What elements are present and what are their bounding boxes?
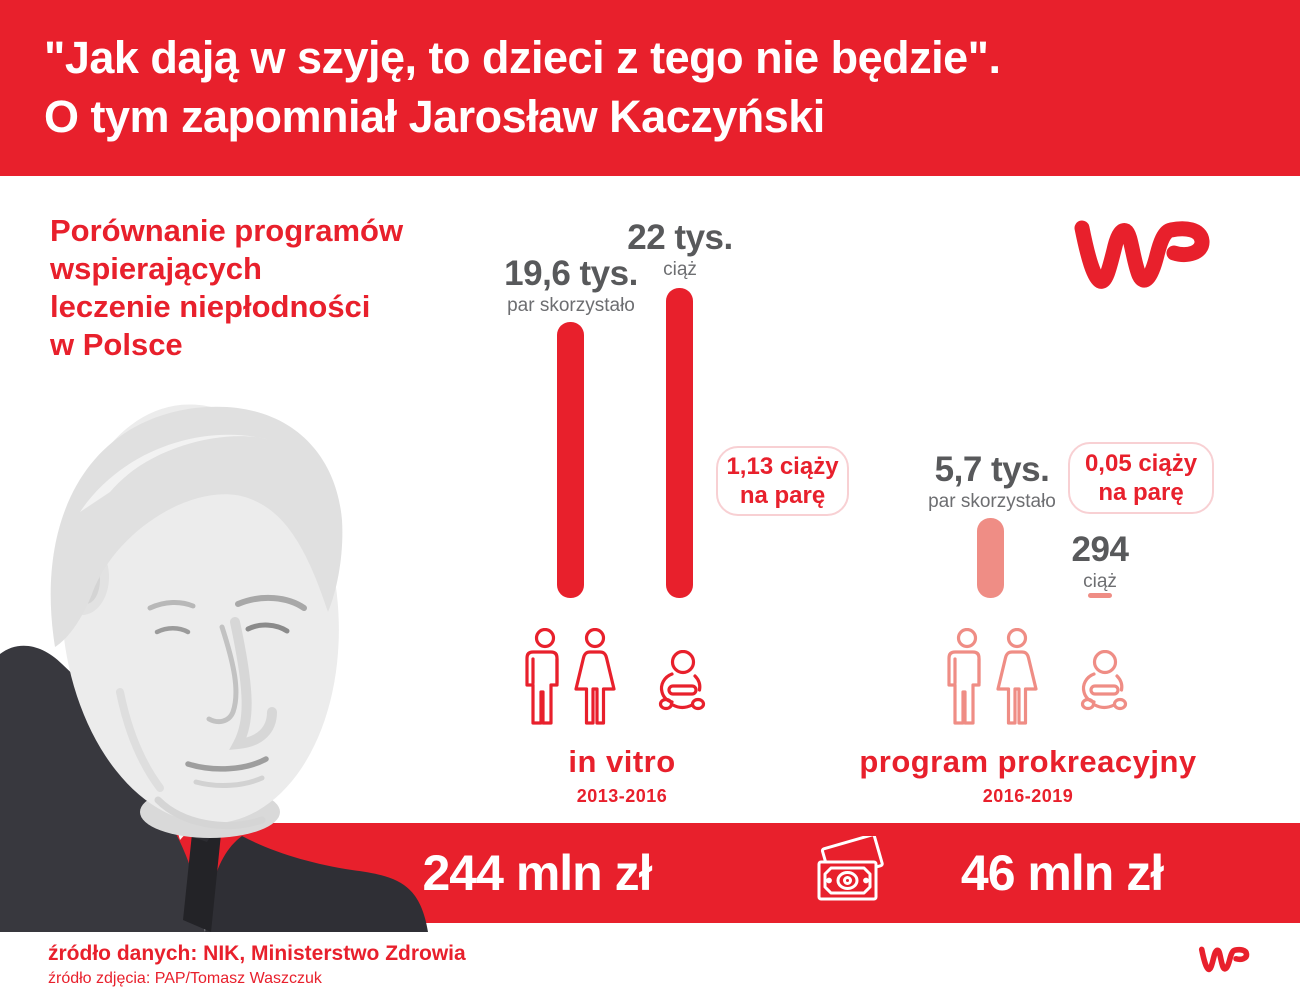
invitro-pregnancies-value: 22 tys. bbox=[627, 218, 733, 257]
invitro-ratio-line1: 1,13 ciąży bbox=[726, 453, 839, 480]
program-name: program prokreacyjny bbox=[859, 744, 1197, 779]
invitro-pregnancies-label: ciąż bbox=[663, 259, 697, 280]
invitro-funding: 244 mln zł bbox=[422, 845, 653, 901]
invitro-couples-label: par skorzystało bbox=[507, 295, 635, 316]
invitro-period: 2013-2016 bbox=[576, 786, 668, 806]
program-pregnancies-measure: 294 ciąż bbox=[1000, 530, 1200, 593]
headline-line1: "Jak dają w szyję, to dzieci z tego nie … bbox=[44, 32, 1001, 83]
program-pregnancies-label: ciąż bbox=[1083, 571, 1117, 592]
bar-invitro-pregnancies bbox=[666, 288, 693, 598]
program-ratio-line1: 0,05 ciąży bbox=[1084, 450, 1198, 477]
kaczynski-portrait-photo bbox=[0, 392, 442, 932]
invitro-ratio-box: 1,13 ciąży na parę bbox=[716, 446, 849, 516]
intro-line2: wspierających bbox=[50, 251, 262, 286]
baby-icon bbox=[654, 650, 706, 714]
program-couples-label: par skorzystało bbox=[928, 491, 1056, 512]
bar-invitro-couples bbox=[557, 322, 584, 598]
intro-line1: Porównanie programów bbox=[50, 213, 404, 248]
program-ratio-line2: na parę bbox=[1098, 479, 1184, 506]
banknotes-icon bbox=[814, 833, 886, 915]
man-icon bbox=[945, 628, 989, 728]
program-group-label: program prokreacyjny 2016-2019 bbox=[828, 744, 1228, 807]
woman-icon bbox=[995, 628, 1039, 728]
bar-program-pregnancies bbox=[1088, 593, 1112, 598]
program-period: 2016-2019 bbox=[982, 786, 1074, 806]
program-couples-value: 5,7 tys. bbox=[934, 450, 1050, 489]
headline-line2: O tym zapomniał Jarosław Kaczyński bbox=[44, 91, 825, 142]
invitro-ratio-line2: na parę bbox=[739, 482, 826, 509]
wp-logo-icon-small bbox=[1198, 944, 1254, 980]
program-funding: 46 mln zł bbox=[960, 845, 1164, 901]
header-banner: "Jak dają w szyję, to dzieci z tego nie … bbox=[0, 0, 1300, 176]
headline: "Jak dają w szyję, to dzieci z tego nie … bbox=[44, 28, 1001, 146]
wp-logo-icon bbox=[1072, 214, 1222, 301]
baby-icon bbox=[1076, 650, 1128, 714]
invitro-couples-measure: 19,6 tys. par skorzystało bbox=[451, 254, 691, 317]
man-icon bbox=[523, 628, 567, 728]
photo-source-text: źródło zdjęcia: PAP/Tomasz Waszczuk bbox=[48, 970, 322, 987]
intro-title: Porównanie programów wspierających lecze… bbox=[50, 212, 403, 364]
invitro-couples-value: 19,6 tys. bbox=[504, 254, 638, 293]
intro-line3: leczenie niepłodności bbox=[50, 289, 371, 324]
program-pregnancies-value: 294 bbox=[1071, 530, 1129, 569]
program-ratio-box: 0,05 ciąży na parę bbox=[1068, 442, 1214, 514]
intro-line4: w Polsce bbox=[50, 327, 183, 362]
bar-program-couples bbox=[977, 518, 1004, 598]
invitro-pregnancies-measure: 22 tys. ciąż bbox=[560, 218, 800, 281]
program-couples-measure: 5,7 tys. par skorzystało bbox=[872, 450, 1112, 513]
invitro-group-label: in vitro 2013-2016 bbox=[472, 744, 772, 807]
woman-icon bbox=[573, 628, 617, 728]
invitro-name: in vitro bbox=[568, 744, 676, 779]
data-source-text: źródło danych: NIK, Ministerstwo Zdrowia bbox=[48, 942, 466, 965]
